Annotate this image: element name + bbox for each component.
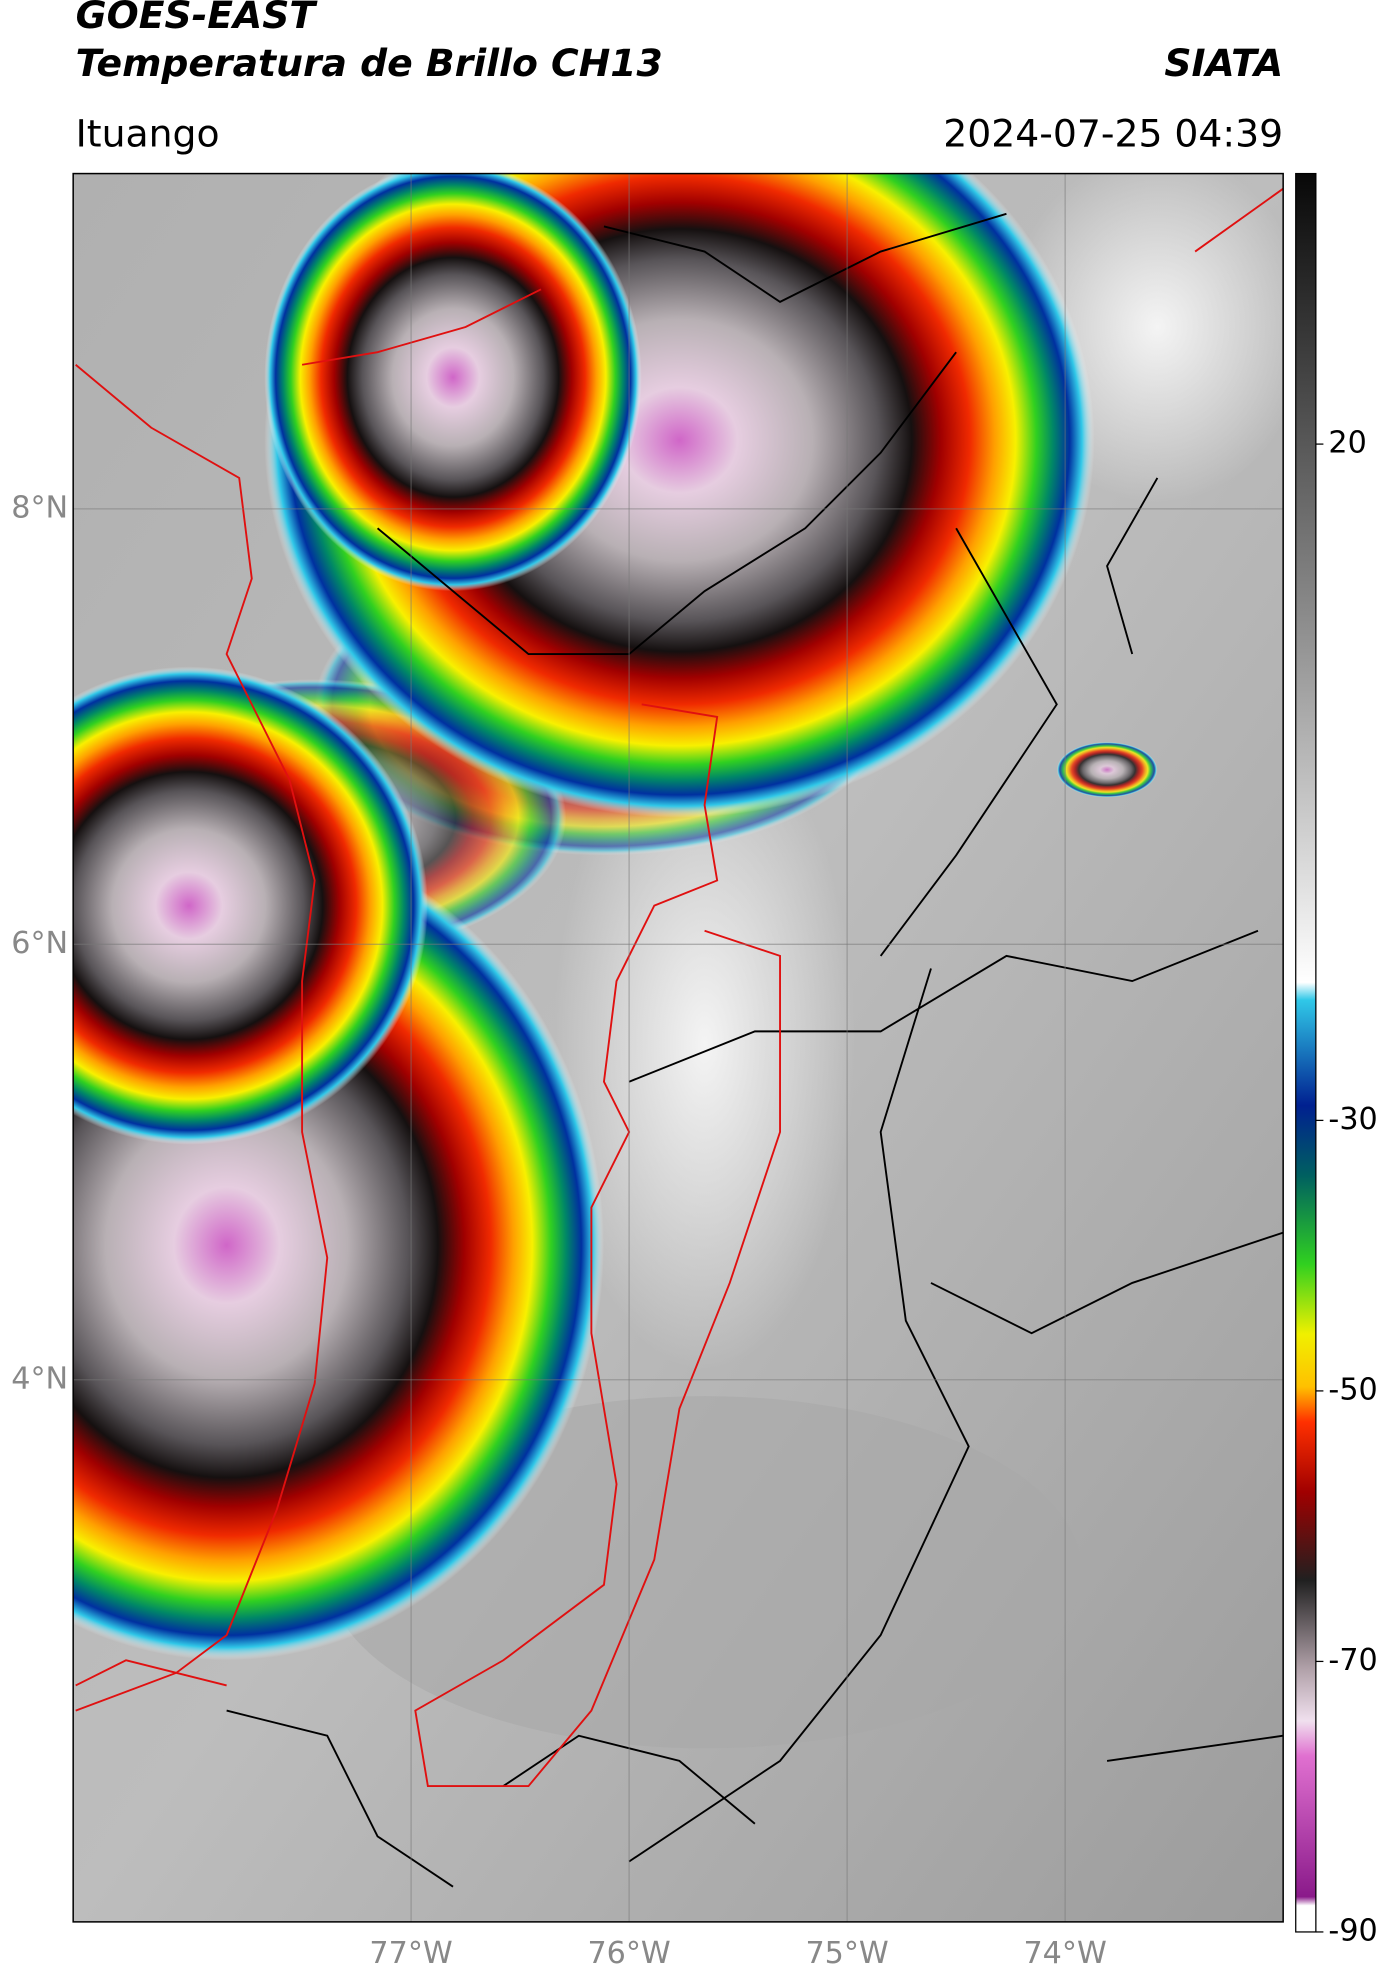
y-tick-label: 8°N (11, 490, 68, 525)
subtitle: Temperatura de Brillo CH13 (76, 41, 663, 85)
title: GOES-EAST (76, 0, 319, 37)
colorbar-tick-label: -30 (1328, 1102, 1377, 1137)
department-borders (75, 187, 1284, 1787)
location: Ituango (76, 111, 220, 155)
map-frame (72, 172, 1284, 1923)
y-tick-label: 4°N (11, 1361, 68, 1396)
colorbar-tick-label: 20 (1328, 426, 1366, 461)
source: SIATA (1164, 41, 1283, 85)
colorbar-tick-label: -70 (1328, 1643, 1377, 1678)
colorbar-tick-label: -50 (1328, 1372, 1377, 1407)
colorbar (1295, 172, 1317, 1933)
storm (1056, 742, 1158, 798)
storm (73, 666, 428, 1145)
x-tick-label: 75°W (805, 1936, 888, 1971)
graticule (73, 173, 1284, 1922)
storm (264, 173, 642, 592)
datetime: 2024-07-25 04:39 (943, 111, 1283, 155)
x-tick-label: 77°W (369, 1936, 452, 1971)
x-tick-label: 74°W (1023, 1936, 1106, 1971)
x-tick-label: 76°W (587, 1936, 670, 1971)
map (73, 173, 1284, 1922)
colorbar-tick-label: -90 (1328, 1913, 1377, 1948)
y-tick-label: 6°N (11, 926, 68, 961)
